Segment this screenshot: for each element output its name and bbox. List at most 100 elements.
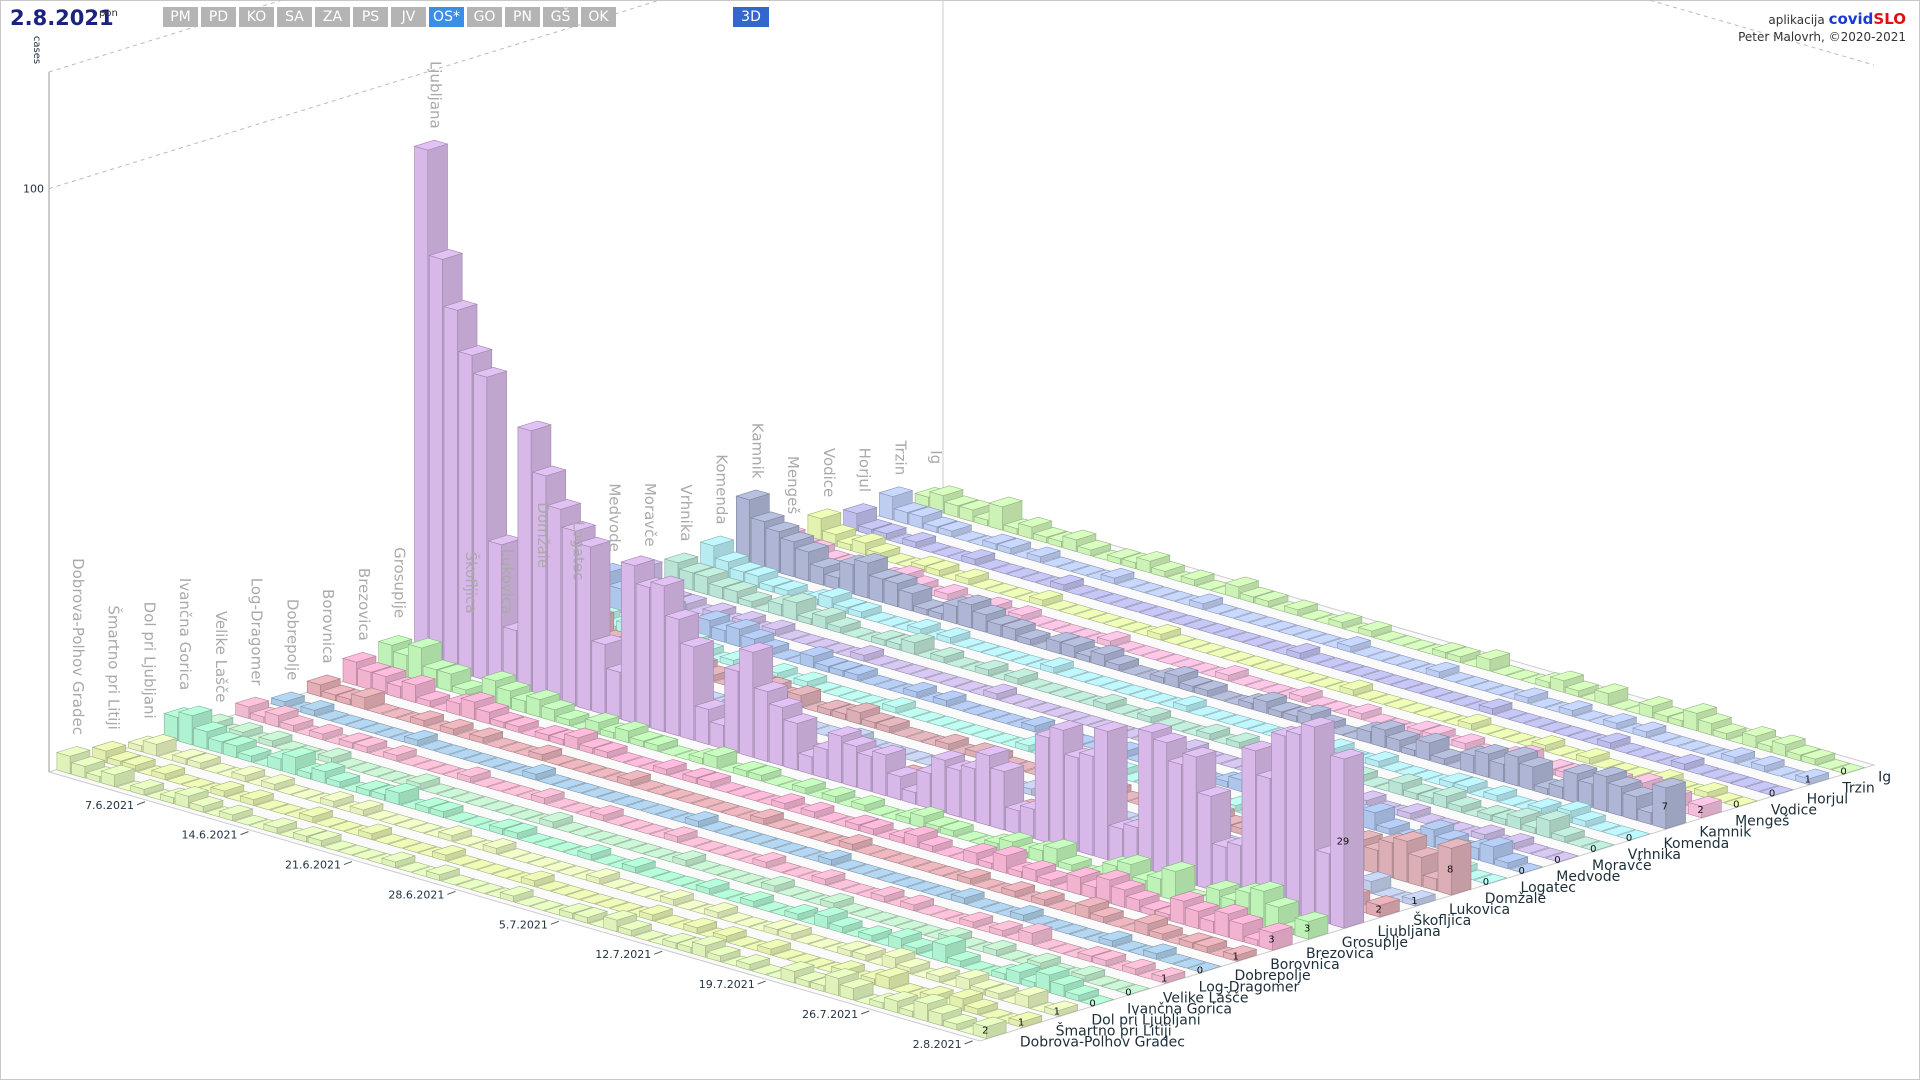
bar-face (1402, 783, 1438, 795)
bar-face (1037, 619, 1073, 631)
bar (1527, 798, 1563, 815)
bar-face (893, 502, 929, 513)
bar (1364, 751, 1400, 768)
bar-face (873, 679, 909, 690)
bar (1345, 665, 1381, 677)
bar (1446, 646, 1482, 664)
region-button[interactable]: OK (581, 7, 616, 27)
bar (1490, 665, 1526, 676)
bar-face (1431, 642, 1467, 653)
bar (976, 708, 1012, 720)
region-button[interactable]: OS* (429, 7, 464, 27)
bar-face (1241, 635, 1277, 647)
bar-face (1353, 689, 1389, 701)
bar-face (1027, 702, 1063, 713)
bar-face (1300, 653, 1336, 664)
series-wall-label: Velike Lašče (212, 611, 230, 703)
bar-face (1216, 714, 1252, 725)
bar-face (1041, 706, 1077, 718)
bar (1135, 551, 1171, 574)
bar (1020, 715, 1056, 733)
bar (1298, 609, 1334, 621)
bar-face (1072, 608, 1108, 620)
bar-face (961, 704, 997, 716)
bar (1292, 629, 1328, 640)
bar (933, 583, 969, 601)
bar-face (1283, 599, 1319, 611)
region-button[interactable]: JV (391, 7, 426, 27)
region-button[interactable]: GŠ (543, 7, 578, 27)
bar (1565, 836, 1601, 847)
bar-face (988, 502, 1003, 531)
bar-face (1018, 678, 1054, 689)
bar-face (1507, 712, 1543, 724)
bar (929, 646, 965, 664)
bar (1544, 851, 1580, 863)
region-button[interactable]: SA (277, 7, 312, 27)
bar (1368, 693, 1404, 705)
bar-face (826, 617, 862, 628)
bar (1104, 654, 1140, 672)
x-tick-label: 14.6.2021 (182, 829, 238, 842)
bar-face (1195, 723, 1231, 735)
series-wall-label: Vrhnika (677, 484, 695, 541)
bar-face (1123, 601, 1159, 613)
region-button[interactable]: PS (353, 7, 388, 27)
bar (934, 733, 970, 751)
bar (1256, 640, 1292, 651)
view-button[interactable]: 3D (733, 7, 769, 27)
series-wall-label: Medvode (605, 483, 623, 552)
bar (1558, 700, 1594, 717)
bar-face (1412, 706, 1448, 718)
bar (1359, 670, 1395, 681)
region-button[interactable]: PN (505, 7, 540, 27)
bar-face (1446, 796, 1483, 807)
region-button[interactable]: PM (163, 7, 198, 27)
bar-face (1448, 695, 1484, 707)
bar (1303, 696, 1339, 708)
bar-face (822, 685, 858, 697)
region-buttons: PM PD KO SA ZA PS JV OS* GO PN GŠ OK (163, 7, 616, 27)
bar-face (1394, 765, 1430, 777)
x-tick (550, 920, 560, 925)
bar-face (1225, 732, 1261, 743)
bar (1246, 722, 1282, 734)
bar-face (1393, 837, 1408, 883)
bar-face (1277, 624, 1313, 636)
x-tick-label: 12.7.2021 (595, 948, 651, 961)
bar (1049, 574, 1085, 592)
bar-face (811, 606, 847, 618)
bar-face (847, 601, 883, 613)
bar (1009, 654, 1045, 666)
bar (1602, 713, 1638, 730)
x-tick (964, 1040, 973, 1045)
bar (1586, 821, 1622, 832)
bar (1379, 761, 1415, 772)
region-button[interactable]: ZA (315, 7, 350, 27)
bar-face (1258, 683, 1294, 695)
bar-face (1504, 752, 1519, 787)
bar-face (1197, 623, 1233, 634)
bar-face (695, 610, 731, 621)
bar (925, 715, 961, 727)
bar-face (1298, 609, 1334, 621)
region-button[interactable]: KO (239, 7, 274, 27)
bar (843, 664, 879, 682)
bar-face (1579, 840, 1616, 852)
bar-face (1514, 843, 1550, 854)
series-wall-label: Dol pri Ljubljani (140, 602, 158, 719)
value-label: 1 (1805, 775, 1811, 786)
bar (1098, 680, 1134, 691)
bar (737, 591, 773, 608)
bar-face (783, 719, 798, 771)
region-button[interactable]: GO (467, 7, 502, 27)
bar-face (1563, 769, 1578, 804)
bar-face (1197, 792, 1212, 891)
bar-face (443, 306, 458, 673)
series-wall-label: Škofljica (462, 551, 481, 613)
region-button[interactable]: PD (201, 7, 236, 27)
bar-face (724, 667, 739, 754)
bar-face (458, 351, 473, 677)
bar-face (1243, 679, 1279, 691)
bar-face (1009, 654, 1045, 666)
